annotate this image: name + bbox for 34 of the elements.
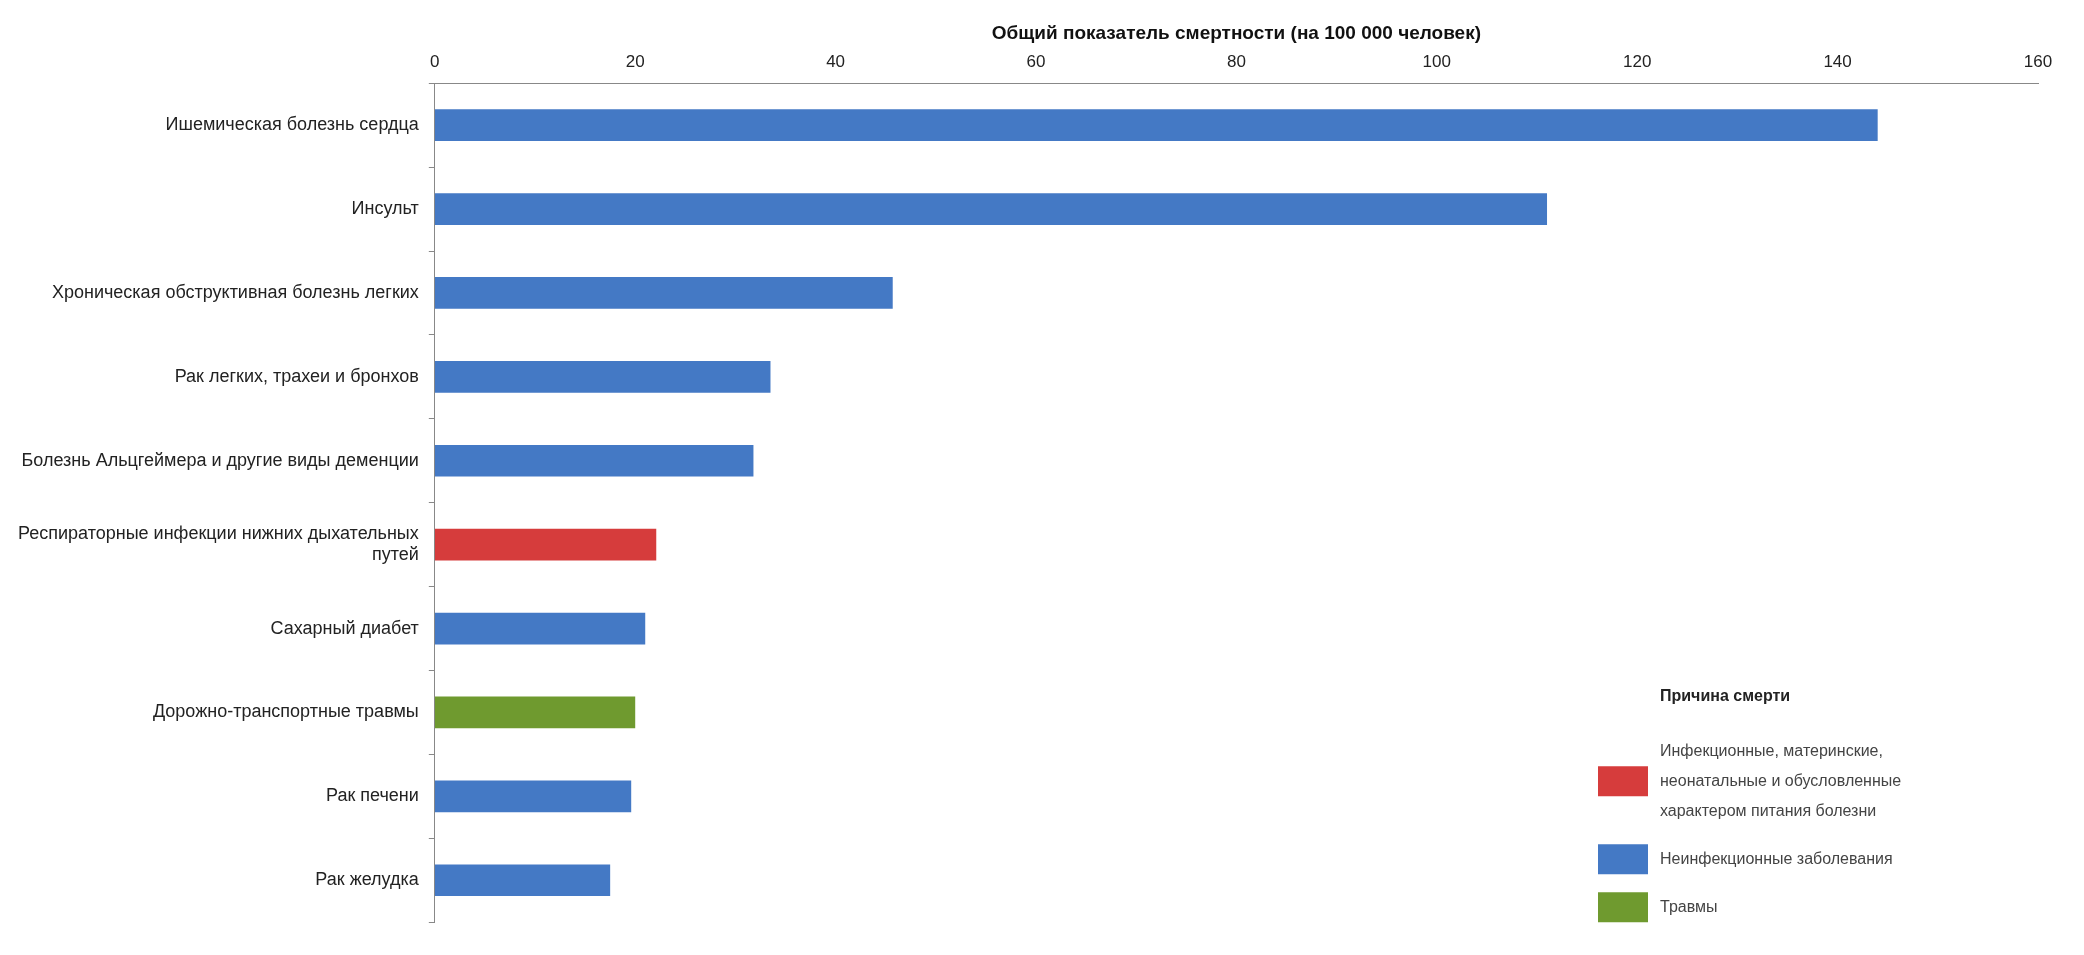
y-tick-label: Рак желудка: [315, 869, 420, 890]
x-tick-label: 20: [625, 51, 645, 71]
bar: [434, 444, 754, 477]
bar: [434, 360, 771, 393]
x-tick-label: 140: [1823, 51, 1852, 71]
y-tick-label: Хроническая обструктивная болезнь легких: [51, 281, 419, 302]
x-tick-label: 60: [1026, 51, 1046, 71]
bar: [434, 864, 611, 897]
x-tick-label: 80: [1226, 51, 1246, 71]
x-tick-label: 40: [826, 51, 846, 71]
legend-label: Травмы: [1660, 897, 1718, 915]
y-tick-label: Инсульт: [351, 198, 419, 219]
x-axis-title: Общий показатель смертности (на 100 000 человек): [991, 21, 1482, 43]
legend-label: Неинфекционные заболевания: [1660, 849, 1893, 867]
y-tick-label: Респираторные инфекции нижних дыхательных путей: [17, 522, 419, 565]
legend-label: Инфекционные, материнские, неонатальные и обусловленные характером питания болезни: [1660, 741, 1902, 819]
bar: [434, 277, 893, 309]
bar: [434, 109, 1878, 142]
y-tick-label: Сахарный диабет: [270, 617, 419, 638]
y-tick-label: Болезнь Альцгеймера и другие виды деменции: [21, 449, 419, 470]
bar: [434, 193, 1548, 225]
x-tick-label: 120: [1623, 51, 1652, 71]
y-tick-label: Рак печени: [325, 785, 419, 806]
x-tick-label: 0: [430, 51, 440, 71]
y-tick-label: Рак легких, трахеи и бронхов: [174, 365, 419, 386]
x-tick-label: 160: [2023, 51, 2053, 71]
legend-title: Причина смерти: [1660, 686, 1791, 704]
bar: [434, 780, 632, 813]
bar: [434, 612, 646, 645]
x-tick-label: 100: [1422, 51, 1451, 71]
y-tick-label: Дорожно-транспортные травмы: [152, 701, 419, 722]
y-tick-label: Ишемическая болезнь сердца: [165, 114, 420, 135]
bar: [434, 696, 636, 729]
bar: [434, 528, 657, 561]
